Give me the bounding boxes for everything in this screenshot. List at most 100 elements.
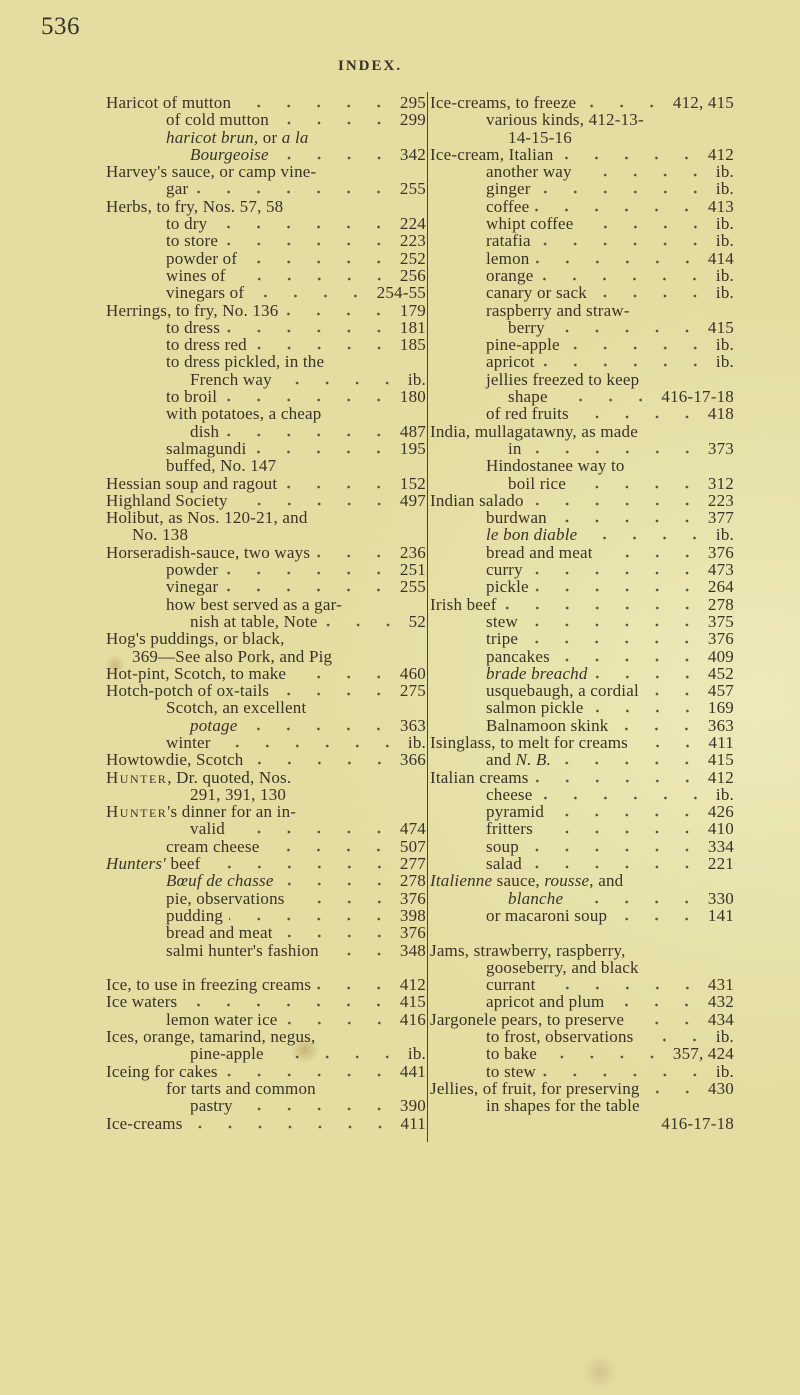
index-entry: haricot brun, or a la [106, 128, 426, 146]
dot-leader [593, 674, 702, 679]
page-reference: 179 [399, 300, 426, 320]
dot-leader [542, 1055, 667, 1060]
entry-text-segment: sauce, [492, 871, 545, 891]
page-number: 536 [41, 13, 80, 40]
entry-text: salmi hunter's fashion [166, 940, 319, 960]
page-reference: 256 [399, 265, 426, 285]
index-entry: Italienne sauce, rousse, and [430, 872, 734, 889]
entry-text: cream cheese [166, 836, 260, 856]
entry-text: gooseberry, and black [486, 957, 639, 977]
entry-text: Bourgeoise [190, 146, 269, 163]
entry-text: brade breachd [486, 665, 588, 682]
entry-text: 369—See also Pork, and Pig [132, 646, 333, 666]
entry-text: to bake [486, 1044, 537, 1064]
entry-text: Haricot of mutton [106, 93, 232, 112]
dot-leader [252, 449, 394, 454]
index-entry: Bourgeoise 342 [106, 146, 426, 164]
page-reference: 416-17-18 [661, 387, 734, 407]
page-reference: 416-17-18 [661, 1113, 734, 1133]
index-entry: ratafia ib. [430, 231, 734, 251]
page-reference: 312 [707, 473, 734, 493]
dot-leader [284, 311, 394, 316]
page-reference: ib. [715, 335, 734, 355]
index-entry: to stew ib. [430, 1062, 734, 1080]
index-entry: in shapes for the table [430, 1096, 734, 1116]
index-entry: berry 415 [430, 317, 734, 337]
dot-leader [231, 830, 394, 835]
page-reference: 474 [399, 819, 426, 839]
dot-leader [243, 259, 394, 264]
index-entry: potage 363 [106, 716, 426, 734]
entry-text: Hog's puddings, or black, [106, 629, 285, 649]
page-reference: 373 [707, 438, 734, 458]
entry-text: to frost, observations [486, 1027, 634, 1047]
index-entry: 369—See also Pork, and Pig [106, 646, 426, 666]
index-entry: orange ib. [430, 265, 734, 285]
dot-leader [579, 225, 710, 230]
index-entry: cream cheese 507 [106, 836, 426, 856]
dot-leader [589, 709, 702, 714]
page-reference: ib. [715, 283, 734, 303]
page-reference: 376 [707, 542, 734, 562]
entry-text: salmagundi [166, 438, 247, 458]
entry-text: Hunters' beef [106, 855, 201, 872]
entry-text: Isinglass, to melt for creams [430, 732, 628, 752]
entry-text: ratafia [486, 231, 531, 251]
dot-leader [324, 951, 394, 956]
dot-leader [233, 501, 394, 506]
page-reference: ib. [715, 231, 734, 251]
page-reference: 398 [399, 905, 426, 925]
page-reference: 224 [399, 214, 426, 234]
page-reference: 141 [707, 905, 734, 925]
entry-text: lemon water ice [166, 1009, 278, 1029]
index-entry: Ices, orange, tamarind, negus, [106, 1028, 426, 1046]
index-entry: Herbs, to fry, Nos. 57, 58 [106, 197, 426, 215]
page-reference: 375 [707, 611, 734, 631]
index-entry: salmi hunter's fashion 348 [106, 940, 426, 960]
index-entry: pancakes 409 [430, 647, 734, 665]
page-reference: 426 [707, 802, 734, 822]
entry-text: soup [486, 836, 519, 856]
page-reference: 412 [707, 767, 734, 787]
index-entry: pie, observations 376 [106, 889, 426, 907]
entry-text: berry [508, 317, 545, 337]
dot-leader [223, 1072, 394, 1077]
page-reference: 412, 415 [672, 93, 734, 112]
page-reference: ib. [715, 265, 734, 285]
page-reference: 52 [408, 611, 426, 631]
dot-leader [527, 865, 702, 870]
dot-leader [644, 692, 702, 697]
index-entry: Hindostanee way to [430, 457, 734, 475]
index-entry: salad 221 [430, 855, 734, 873]
page-reference: 415 [399, 992, 426, 1012]
page-reference: 457 [707, 681, 734, 701]
dot-leader [265, 847, 394, 852]
page-reference: 264 [707, 577, 734, 597]
entry-text: for tarts and common [166, 1078, 316, 1098]
page-reference: 376 [707, 629, 734, 649]
entry-text: Ice-creams, to freeze [430, 93, 577, 112]
entry-text: raspberry and straw- [486, 300, 630, 320]
index-entry: tripe 376 [430, 629, 734, 649]
entry-text: to dress pickled, in the [166, 352, 325, 372]
entry-text: in shapes for the table [486, 1096, 640, 1116]
dot-leader [229, 916, 394, 921]
entry-text: Jargonele pears, to preserve [430, 1009, 625, 1029]
index-entry: shape 416-17-18 [430, 387, 734, 407]
index-entry: apricot and plum 432 [430, 993, 734, 1011]
index-entry: canary or sack ib. [430, 283, 734, 303]
entry-text: wines of [166, 265, 226, 285]
entry-text-segment: and [486, 750, 516, 770]
page-reference: 390 [399, 1096, 426, 1116]
index-entry: Ice waters 415 [106, 992, 426, 1012]
entry-text: Balnamoon skink [486, 715, 609, 735]
dot-leader [317, 986, 394, 991]
entry-text: Hunter's dinner for an in- [106, 803, 296, 820]
entry-text: tripe [486, 629, 519, 649]
index-entry: to store 223 [106, 232, 426, 250]
dot-leader [188, 1124, 395, 1129]
entry-text: Highland Society [106, 490, 228, 510]
entry-text: lemon [486, 248, 530, 268]
page-reference: 299 [399, 110, 426, 130]
page-reference: ib. [715, 1027, 734, 1047]
